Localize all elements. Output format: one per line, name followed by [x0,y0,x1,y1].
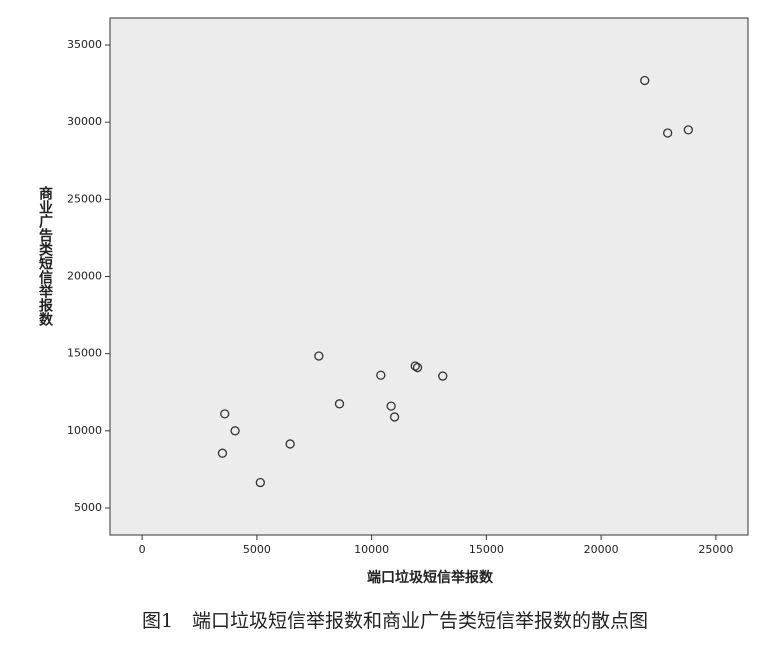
x-tick-label: 25000 [698,543,733,556]
point [389,412,400,422]
point [412,362,423,373]
caption: 图1 端口垃圾短信举报数和商业广告类短信举报数的散点图 [142,610,648,632]
point [285,439,295,449]
point [255,477,265,488]
y-tick-label: 10000 [67,424,102,437]
point [376,370,386,380]
y-tick-label: 15000 [67,347,102,360]
point [334,399,345,409]
y-tick-label: 20000 [67,270,102,283]
point [410,361,420,371]
x-tick-label: 20000 [584,543,619,556]
x-tick-label: 15000 [469,543,504,556]
y-tick-label: 25000 [67,192,102,205]
point [663,128,673,138]
plot-area [109,17,749,536]
point [314,351,324,361]
point [438,371,448,381]
y-tick-label: 5000 [74,501,102,514]
y-tick-label: 35000 [67,38,102,51]
point [230,426,240,436]
y-axis-label: 商业广告类短信举报数 [37,185,54,327]
point [217,448,228,458]
x-tick-label: 0 [139,543,146,556]
point [683,125,693,135]
x-tick-label: 10000 [354,543,389,556]
x-axis-label: 端口垃圾短信举报数 [367,569,494,586]
y-tick-label: 30000 [67,115,102,128]
point [386,401,396,411]
point [640,75,650,86]
point [220,409,230,419]
x-tick-label: 5000 [243,543,271,556]
